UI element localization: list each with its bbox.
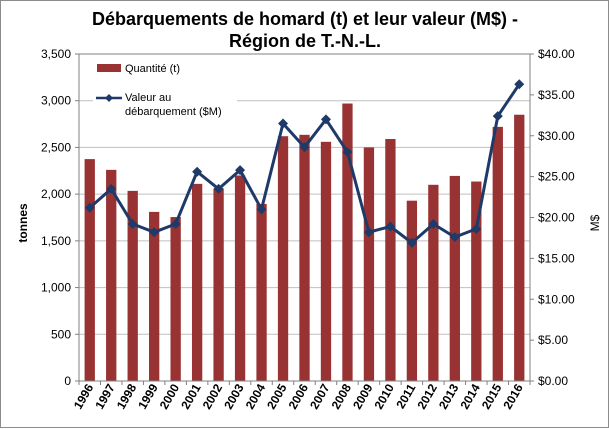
value-point-2012 (428, 219, 439, 230)
y-axis-label: tonnes (16, 203, 30, 243)
value-point-1997 (106, 183, 117, 194)
axes (75, 53, 534, 385)
bar-1996 (84, 159, 95, 381)
x-tick-label-2012: 2012 (414, 381, 440, 411)
x-tick-label-2007: 2007 (307, 381, 333, 411)
value-point-2010 (385, 221, 396, 232)
value-point-2014 (471, 223, 482, 234)
y-tick-label: 2,500 (41, 140, 71, 154)
x-tick-label-2016: 2016 (500, 381, 526, 411)
bar-1998 (127, 190, 138, 381)
y-tick-label: 1,000 (41, 281, 71, 295)
y-tick-label: 500 (51, 327, 71, 341)
bar-2001 (191, 183, 203, 381)
x-tick-label-2014: 2014 (457, 381, 483, 411)
value-point-1999 (149, 227, 160, 238)
x-tick-label-2013: 2013 (436, 381, 462, 411)
legend-line-marker (105, 94, 113, 102)
legend-line-label-1: Valeur au (125, 92, 171, 104)
x-tick-label-1996: 1996 (71, 381, 97, 411)
bar-1999 (149, 211, 160, 381)
bar-2000 (170, 217, 181, 381)
bar-2015 (492, 126, 503, 381)
legend-line-label-2: débarquement ($M) (125, 106, 222, 118)
value-point-2004 (256, 204, 267, 215)
y-tick-label: 0 (64, 374, 71, 388)
value-point-2011 (406, 237, 417, 248)
bar-2012 (428, 184, 439, 381)
y-tick-label: 3,000 (41, 94, 71, 108)
y-tick-label: 3,500 (41, 47, 71, 61)
value-point-2013 (449, 232, 460, 243)
value-point-2009 (363, 227, 374, 238)
x-tick-label-2010: 2010 (372, 381, 398, 411)
value-point-2016 (514, 79, 525, 90)
legend-bar-label: Quantité (t) (125, 63, 180, 75)
value-point-2002 (213, 183, 224, 194)
bar-2005 (277, 136, 289, 381)
value-point-2015 (492, 111, 503, 122)
y-tick-label: 2,000 (41, 187, 71, 201)
y2-tick-label: $35.00 (538, 88, 575, 102)
chart-title-line1: Débarquements de homard (t) et leur vale… (92, 9, 518, 29)
y-tick-label: 1,500 (41, 234, 71, 248)
x-tick-label-2011: 2011 (393, 381, 418, 411)
bar-2006 (299, 134, 310, 381)
y2-tick-label: $25.00 (538, 170, 575, 184)
line-series (84, 79, 525, 248)
bar-2004 (256, 203, 267, 381)
bar-2008 (342, 103, 353, 381)
bar-2003 (234, 175, 246, 381)
x-tick-label-1998: 1998 (114, 381, 140, 411)
x-tick-label-2009: 2009 (350, 381, 376, 411)
y2-tick-label: $30.00 (538, 129, 575, 143)
bar-2009 (363, 147, 375, 381)
x-tick-label-2004: 2004 (243, 381, 269, 411)
x-tick-label-2003: 2003 (221, 381, 247, 411)
x-tick-label-2015: 2015 (479, 381, 505, 411)
value-point-2005 (278, 118, 289, 129)
value-point-2008 (342, 147, 353, 158)
bar-1997 (106, 169, 117, 381)
x-tick-label-2008: 2008 (329, 381, 355, 411)
value-point-2003 (235, 165, 246, 176)
y2-tick-label: $5.00 (538, 333, 568, 347)
x-tick-label-2002: 2002 (200, 381, 226, 411)
bar-2016 (514, 114, 525, 381)
x-tick-label-2005: 2005 (264, 381, 290, 411)
y2-tick-label: $10.00 (538, 292, 575, 306)
legend-bar-swatch (97, 64, 121, 72)
legend: Quantité (t) Valeur au débarquement ($M) (93, 59, 237, 125)
value-point-2001 (192, 166, 203, 177)
value-point-1996 (84, 202, 95, 213)
value-point-2007 (320, 114, 331, 125)
bar-2014 (471, 181, 482, 381)
bar-2002 (213, 188, 224, 381)
chart-title-line2: Région de T.-N.-L. (229, 31, 381, 51)
y2-tick-label: $15.00 (538, 251, 575, 265)
bar-series (84, 103, 525, 381)
bar-2013 (449, 175, 460, 381)
x-tick-label-2001: 2001 (178, 381, 204, 411)
bar-2011 (406, 200, 418, 381)
x-tick-label-2000: 2000 (157, 381, 183, 411)
y2-tick-label: $40.00 (538, 47, 575, 61)
value-point-1998 (127, 219, 138, 230)
bar-2010 (385, 139, 396, 381)
bar-2007 (320, 141, 332, 381)
y2-axis-label: M$ (588, 214, 602, 231)
x-tick-label-1997: 1997 (92, 381, 118, 411)
value-point-2006 (299, 142, 310, 153)
y2-tick-label: $20.00 (538, 211, 575, 225)
x-tick-label-1999: 1999 (135, 381, 161, 411)
y2-tick-label: $0.00 (538, 374, 568, 388)
value-point-2000 (170, 219, 181, 230)
x-tick-label-2006: 2006 (286, 381, 312, 411)
